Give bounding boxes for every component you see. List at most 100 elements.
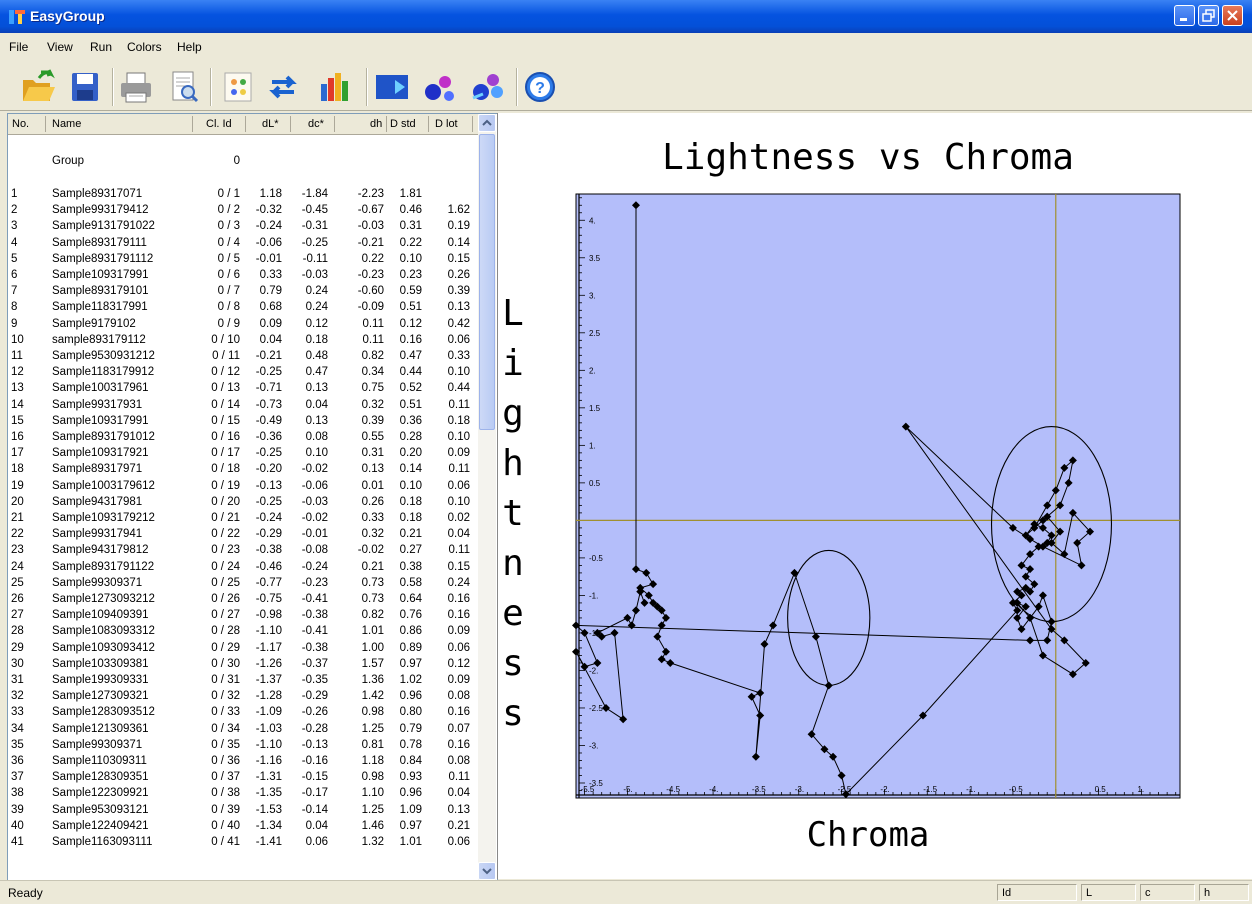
table-row[interactable]: 25 Sample99309371 0 / 25 -0.77 -0.23 0.73 0.58… (8, 576, 478, 592)
table-row[interactable]: 37 Sample128309351 0 / 37 -1.31 -0.15 0.98 0.9… (8, 770, 478, 786)
row-dl: -1.26 (255, 657, 282, 670)
header-name[interactable]: Name (52, 118, 82, 130)
table-row[interactable]: 41 Sample1163093111 0 / 41 -1.41 0.06 1.32 1.0… (8, 835, 478, 851)
list-header: No. Name Cl. Id dL* dc* dh D std D lot (8, 114, 478, 135)
print-button[interactable] (117, 68, 155, 106)
samples-list[interactable]: No. Name Cl. Id dL* dc* dh D std D lot G… (7, 113, 498, 881)
table-row[interactable]: 36 Sample110309311 0 / 36 -1.16 -0.16 1.18 0.8… (8, 754, 478, 770)
header-dlot[interactable]: D lot (435, 118, 458, 130)
group-row[interactable]: Group 0 (8, 154, 478, 170)
table-row[interactable]: 26 Sample1273093212 0 / 26 -0.75 -0.41 0.73 0.… (8, 592, 478, 608)
table-row[interactable]: 34 Sample121309361 0 / 34 -1.03 -0.28 1.25 0.7… (8, 722, 478, 738)
menu-colors[interactable]: Colors (127, 40, 162, 54)
table-row[interactable]: 23 Sample943179812 0 / 23 -0.38 -0.08 -0.02 0.… (8, 543, 478, 559)
table-row[interactable]: 16 Sample8931791012 0 / 16 -0.36 0.08 0.55 0.2… (8, 430, 478, 446)
table-row[interactable]: 1 Sample89317071 0 / 1 1.18 -1.84 -2.23 1.81 (8, 187, 478, 203)
table-row[interactable]: 11 Sample9530931212 0 / 11 -0.21 0.48 0.82 0.4… (8, 349, 478, 365)
y-tick-label: -0.5 (589, 554, 603, 563)
row-cl-id: 0 / 37 (211, 771, 240, 784)
table-row[interactable]: 21 Sample1093179212 0 / 21 -0.24 -0.02 0.33 0.… (8, 511, 478, 527)
row-dl: -0.36 (255, 431, 282, 443)
row-dstd: 0.97 (399, 657, 422, 670)
table-row[interactable]: 35 Sample99309371 0 / 35 -1.10 -0.13 0.81 0.78… (8, 738, 478, 754)
table-row[interactable]: 4 Sample893179111 0 / 4 -0.06 -0.25 -0.21 0.22… (8, 236, 478, 252)
table-row[interactable]: 39 Sample953093121 0 / 39 -1.53 -0.14 1.25 1.0… (8, 803, 478, 819)
minimize-button[interactable] (1174, 5, 1195, 26)
close-icon (1227, 10, 1238, 21)
swap-button[interactable] (264, 68, 302, 106)
row-dh: -2.23 (357, 188, 384, 200)
restore-button[interactable] (1198, 5, 1219, 26)
bar-chart-button[interactable] (316, 68, 354, 106)
list-scrollbar[interactable] (478, 114, 496, 880)
table-row[interactable]: 31 Sample199309331 0 / 31 -1.37 -0.35 1.36 1.0… (8, 673, 478, 689)
table-row[interactable]: 32 Sample127309321 0 / 32 -1.28 -0.29 1.42 0.9… (8, 689, 478, 705)
table-row[interactable]: 38 Sample122309921 0 / 38 -1.35 -0.17 1.10 0.9… (8, 786, 478, 802)
row-dc: -0.13 (301, 738, 328, 751)
table-row[interactable]: 27 Sample109409391 0 / 27 -0.98 -0.38 0.82 0.7… (8, 608, 478, 624)
settings-button[interactable] (219, 68, 257, 106)
table-row[interactable]: 17 Sample109317921 0 / 17 -0.25 0.10 0.31 0.20… (8, 446, 478, 462)
row-dl: -0.77 (255, 576, 282, 589)
row-dlot: 1.62 (447, 204, 470, 217)
table-row[interactable]: 2 Sample993179412 0 / 2 -0.32 -0.45 -0.67 0.46… (8, 203, 478, 219)
row-dstd: 0.47 (399, 350, 422, 362)
table-row[interactable]: 28 Sample1083093312 0 / 28 -1.10 -0.41 1.01 0.… (8, 624, 478, 640)
blue-arrow-button[interactable] (373, 68, 411, 106)
table-row[interactable]: 24 Sample8931791122 0 / 24 -0.46 -0.24 0.21 0.… (8, 560, 478, 576)
header-no[interactable]: No. (12, 118, 30, 130)
save-button[interactable] (66, 68, 104, 106)
table-row[interactable]: 20 Sample94317981 0 / 20 -0.25 -0.03 0.26 0.18… (8, 495, 478, 511)
row-dc: -0.38 (301, 609, 328, 622)
row-dc: 0.48 (305, 350, 328, 362)
table-row[interactable]: 5 Sample8931791112 0 / 5 -0.01 -0.11 0.22 0.10… (8, 252, 478, 268)
help-button[interactable]: ? (521, 68, 559, 106)
scroll-up-button[interactable] (478, 114, 496, 132)
header-dh[interactable]: dh (370, 118, 383, 130)
table-row[interactable]: 7 Sample893179101 0 / 7 0.79 0.24 -0.60 0.59 0.… (8, 284, 478, 300)
open-button[interactable] (19, 68, 57, 106)
header-cl-id[interactable]: Cl. Id (206, 118, 232, 130)
scroll-down-button[interactable] (478, 862, 496, 880)
row-dl: -1.35 (255, 787, 282, 800)
row-dc: 0.10 (305, 447, 328, 460)
menu-help[interactable]: Help (177, 40, 202, 54)
header-dstd[interactable]: D std (390, 118, 416, 130)
data-point (631, 606, 640, 615)
table-row[interactable]: 40 Sample122409421 0 / 40 -1.34 0.04 1.46 0.97… (8, 819, 478, 835)
table-row[interactable]: 15 Sample109317991 0 / 15 -0.49 0.13 0.39 0.36… (8, 414, 478, 430)
header-dc[interactable]: dc* (308, 118, 324, 130)
row-dh: 0.73 (361, 593, 384, 605)
row-name: Sample893179101 (52, 285, 149, 298)
table-row[interactable]: 8 Sample118317991 0 / 8 0.68 0.24 -0.09 0.51 0.… (8, 300, 478, 316)
table-row[interactable]: 18 Sample89317971 0 / 18 -0.20 -0.02 0.13 0.14… (8, 462, 478, 478)
row-dlot: 0.16 (447, 609, 470, 622)
table-row[interactable]: 29 Sample1093093412 0 / 29 -1.17 -0.38 1.00 0.… (8, 641, 478, 657)
color-blobs-arrow-button[interactable] (469, 68, 507, 106)
table-row[interactable]: 6 Sample109317991 0 / 6 0.33 -0.03 -0.23 0.23 0… (8, 268, 478, 284)
data-point (747, 692, 756, 701)
scroll-thumb[interactable] (479, 134, 495, 430)
color-blobs-arrow-icon (472, 74, 503, 100)
table-row[interactable]: 13 Sample100317961 0 / 13 -0.71 0.13 0.75 0.52… (8, 381, 478, 397)
color-blobs-button[interactable] (421, 68, 459, 106)
table-row[interactable]: 30 Sample103309381 0 / 30 -1.26 -0.37 1.57 0.9… (8, 657, 478, 673)
table-row[interactable]: 14 Sample99317931 0 / 14 -0.73 0.04 0.32 0.51 0… (8, 398, 478, 414)
table-row[interactable]: 22 Sample99317941 0 / 22 -0.29 -0.01 0.32 0.21… (8, 527, 478, 543)
menu-view[interactable]: View (47, 40, 73, 54)
table-row[interactable]: 9 Sample9179102 0 / 9 0.09 0.12 0.11 0.12 0.42 (8, 317, 478, 333)
table-row[interactable]: 12 Sample1183179912 0 / 12 -0.25 0.47 0.34 0.4… (8, 365, 478, 381)
row-name: Sample1003179612 (52, 479, 155, 492)
row-cl-id: 0 / 39 (211, 803, 240, 816)
toolbar: ? (0, 62, 1252, 111)
table-row[interactable]: 3 Sample9131791022 0 / 3 -0.24 -0.31 -0.03 0.3… (8, 219, 478, 235)
menu-file[interactable]: File (9, 40, 29, 54)
menu-run[interactable]: Run (90, 40, 113, 54)
row-no: 19 (11, 479, 24, 492)
table-row[interactable]: 10 sample893179112 0 / 10 0.04 0.18 0.11 0.16 0… (8, 333, 478, 349)
table-row[interactable]: 33 Sample1283093512 0 / 33 -1.09 -0.26 0.98 0.… (8, 705, 478, 721)
header-dl[interactable]: dL* (262, 118, 279, 130)
print-preview-button[interactable] (164, 68, 202, 106)
table-row[interactable]: 19 Sample1003179612 0 / 19 -0.13 -0.06 0.01 0.… (8, 479, 478, 495)
close-button[interactable] (1222, 5, 1243, 26)
